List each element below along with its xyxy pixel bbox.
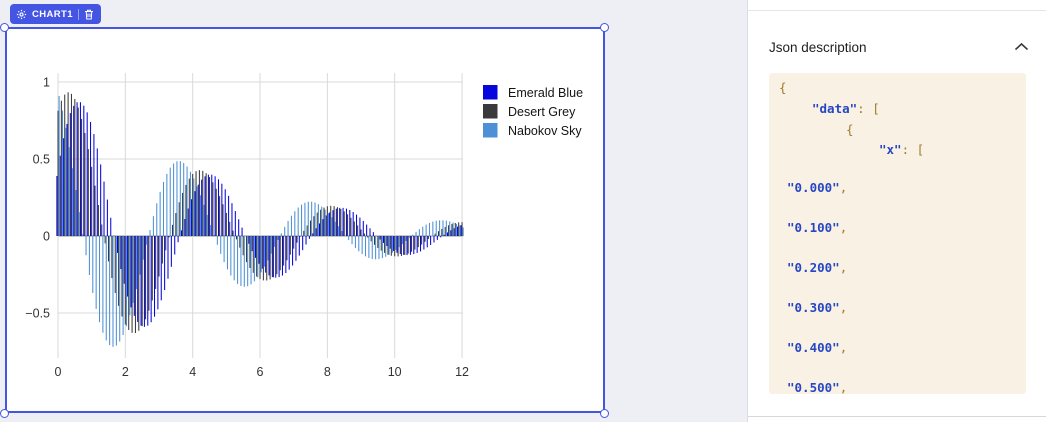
resize-handle-top-right[interactable] — [600, 23, 609, 32]
json-description-title: Json description — [769, 39, 867, 55]
x-tick-label: 0 — [55, 365, 62, 379]
chart-widget[interactable]: 0 2 4 6 8 10 12 1 0.5 0 −0.5 Emerald Blue Desert Gre… — [5, 27, 605, 413]
series-bars-nabokov-sky — [58, 95, 464, 347]
code-line: { — [846, 122, 854, 137]
legend-swatch — [483, 104, 498, 119]
legend-swatch — [483, 85, 498, 100]
tab-divider — [77, 8, 79, 20]
x-tick-label: 6 — [257, 365, 264, 379]
y-tick-label: 0.5 — [33, 153, 50, 167]
legend-label: Nabokov Sky — [508, 124, 582, 138]
chart-tab-label: CHART1 — [32, 8, 73, 20]
json-description-header[interactable]: Json description — [769, 36, 1029, 58]
resize-handle-bottom-right[interactable] — [600, 409, 609, 418]
properties-panel: Json description { "data": [ { "x": [ "0.000… — [747, 0, 1046, 422]
legend-label: Emerald Blue — [508, 86, 583, 100]
resize-handle-top-left[interactable] — [0, 23, 9, 32]
chevron-up-icon[interactable] — [1014, 42, 1029, 52]
resize-handle-bottom-left[interactable] — [0, 409, 9, 418]
code-line: "data": [ — [812, 101, 880, 116]
code-line: "0.000", — [787, 180, 848, 195]
code-line: { — [779, 80, 787, 95]
legend-swatch — [483, 123, 498, 138]
x-tick-label: 4 — [189, 365, 196, 379]
series-bars-emerald-blue — [56, 102, 462, 327]
code-line: "0.200", — [787, 260, 848, 275]
code-line: "x": [ — [879, 142, 925, 157]
code-line: "0.100", — [787, 220, 848, 235]
chart-canvas: 0 2 4 6 8 10 12 1 0.5 0 −0.5 Emerald Blue Desert Gre… — [25, 73, 583, 379]
panel-bottom-divider — [748, 416, 1046, 417]
code-line: "0.300", — [787, 300, 848, 315]
legend-label: Desert Grey — [508, 105, 576, 119]
x-tick-label: 10 — [388, 365, 402, 379]
y-tick-label: 0 — [43, 230, 50, 244]
x-tick-label: 2 — [122, 365, 129, 379]
x-tick-label: 8 — [324, 365, 331, 379]
json-code-block[interactable]: { "data": [ { "x": [ "0.000", "0.100", "0.200"… — [769, 73, 1026, 394]
y-tick-label: −0.5 — [25, 307, 50, 321]
canvas-area: CHART1 0 2 4 6 8 10 12 1 0.5 0 −0.5 Emerald Blue Des… — [0, 0, 747, 422]
code-line: "0.500", — [787, 380, 848, 394]
y-tick-label: 1 — [43, 76, 50, 90]
code-line: "0.400", — [787, 340, 848, 355]
trash-icon[interactable] — [84, 9, 94, 20]
panel-top-divider — [748, 10, 1046, 11]
x-tick-label: 12 — [455, 365, 469, 379]
settings-gear-icon[interactable] — [16, 9, 27, 20]
series-bars-desert-grey — [57, 92, 463, 334]
chart-tab[interactable]: CHART1 — [10, 4, 101, 24]
